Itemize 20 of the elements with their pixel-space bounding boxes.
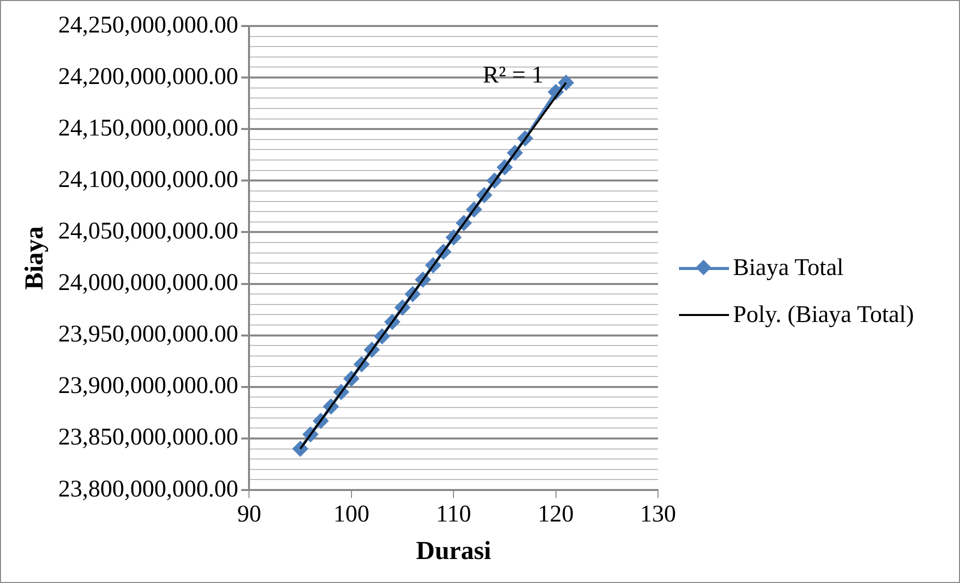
x-tick-label: 130 (640, 502, 676, 528)
y-axis-title: Biaya (19, 226, 48, 290)
legend-label: Poly. (Biaya Total) (733, 302, 914, 328)
x-axis-title: Durasi (416, 536, 492, 566)
x-tick-label: 100 (333, 502, 370, 528)
annotation: R² = 1 (482, 62, 544, 88)
y-tick-label: 24,200,000,000.00 (58, 64, 238, 90)
y-tick-label: 24,150,000,000.00 (58, 115, 238, 142)
y-tick-label: 24,100,000,000.00 (58, 166, 238, 193)
y-tick-label: 24,000,000,000.00 (58, 270, 238, 296)
x-tick-label: 120 (538, 502, 574, 528)
legend-label: Biaya Total (733, 254, 844, 282)
y-tick-label: 23,950,000,000.00 (58, 322, 238, 348)
y-tick-label: 24,250,000,000.00 (58, 12, 238, 38)
y-tick-label: 24,050,000,000.00 (58, 218, 238, 245)
x-tick-label: 110 (436, 502, 472, 528)
x-tick-label: 90 (237, 502, 262, 528)
y-tick-label: 23,800,000,000.00 (58, 476, 238, 502)
y-tick-label: 23,850,000,000.00 (58, 424, 238, 451)
y-tick-label: 23,900,000,000.00 (58, 373, 238, 400)
